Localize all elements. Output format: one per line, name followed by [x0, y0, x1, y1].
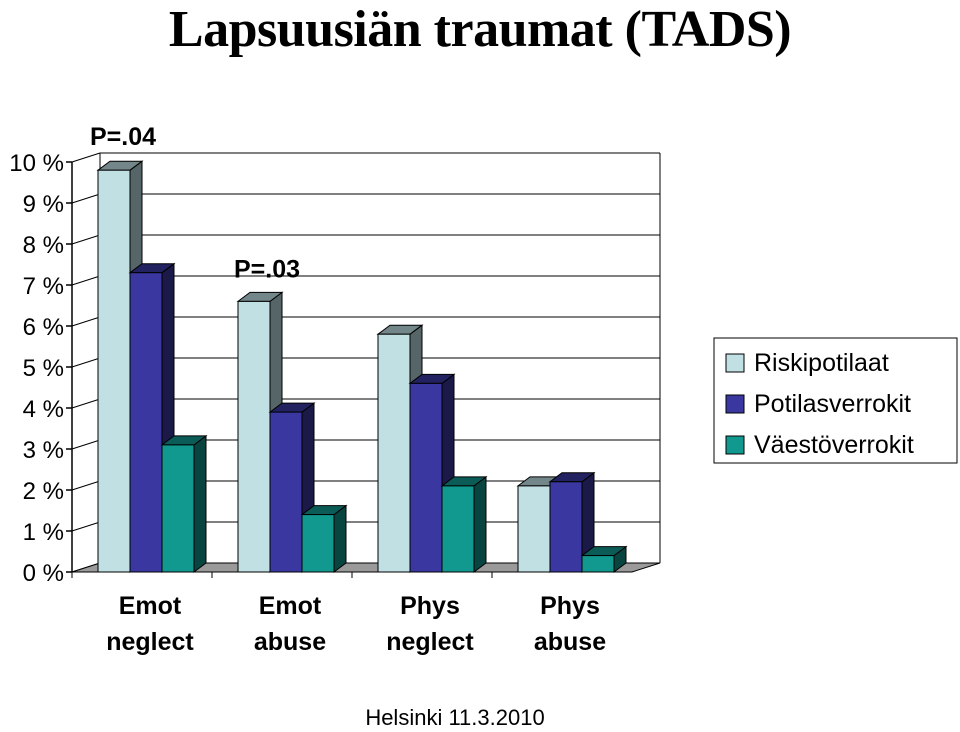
bar [440, 475, 488, 573]
y-tick-label: 1 % [23, 519, 64, 546]
gridline-diagonal [71, 152, 101, 163]
x-tick-label: Emot [259, 592, 322, 620]
y-tick-label: 5 % [23, 355, 64, 382]
y-tick-label: 0 % [23, 560, 64, 587]
y-tick-label: 2 % [23, 478, 64, 505]
bar [300, 504, 348, 573]
labels: 0 % 1 % 2 % 3 % 4 % 5 % 6 % 7 % 8 % 9 % 10 % Emot ne… [9, 123, 606, 656]
x-tick-label: Phys [540, 592, 600, 620]
y-tick-label: 9 % [23, 191, 64, 218]
legend: Riskipotilaat Potilasverrokit Väestöverrok… [713, 337, 958, 464]
x-tick-label: neglect [386, 628, 474, 656]
annotation: P=.04 [90, 123, 156, 151]
legend-swatch [725, 353, 745, 373]
y-tick-label: 7 % [23, 273, 64, 300]
y-tick-label: 3 % [23, 437, 64, 464]
bar [580, 545, 628, 573]
x-tick-label: abuse [534, 628, 606, 656]
gridline-diagonal [71, 316, 101, 327]
bar [160, 434, 208, 573]
gridline-diagonal [71, 234, 101, 245]
bars [96, 160, 628, 573]
y-tick-label: 4 % [23, 396, 64, 423]
gridline-diagonal [71, 193, 101, 204]
bar-chart: 0 % 1 % 2 % 3 % 4 % 5 % 6 % 7 % 8 % 9 % 10 % Emot ne… [9, 123, 958, 656]
legend-box [713, 337, 958, 464]
legend-swatch [725, 435, 745, 455]
legend-swatch [725, 394, 745, 414]
gridline-diagonal [71, 480, 101, 491]
legend-label: Riskipotilaat [754, 349, 889, 377]
gridline-diagonal [71, 439, 101, 450]
x-tick-label: Emot [119, 592, 182, 620]
gridline-diagonal [71, 521, 101, 532]
x-tick-label: neglect [106, 628, 194, 656]
annotation: P=.03 [234, 255, 300, 283]
chart-title: Lapsuusiän traumat (TADS) [168, 1, 792, 58]
y-tick-label: 6 % [23, 314, 64, 341]
gridline-diagonal [71, 398, 101, 409]
legend-label: Väestöverrokit [754, 431, 914, 459]
gridline-diagonal [71, 357, 101, 368]
x-tick-label: abuse [254, 628, 326, 656]
legend-label: Potilasverrokit [754, 390, 911, 418]
y-tick-label: 8 % [23, 232, 64, 259]
gridline-diagonal [71, 275, 101, 286]
footer-text: Helsinki 11.3.2010 [365, 705, 545, 730]
y-tick-label: 10 % [9, 150, 64, 177]
x-tick-label: Phys [400, 592, 460, 620]
